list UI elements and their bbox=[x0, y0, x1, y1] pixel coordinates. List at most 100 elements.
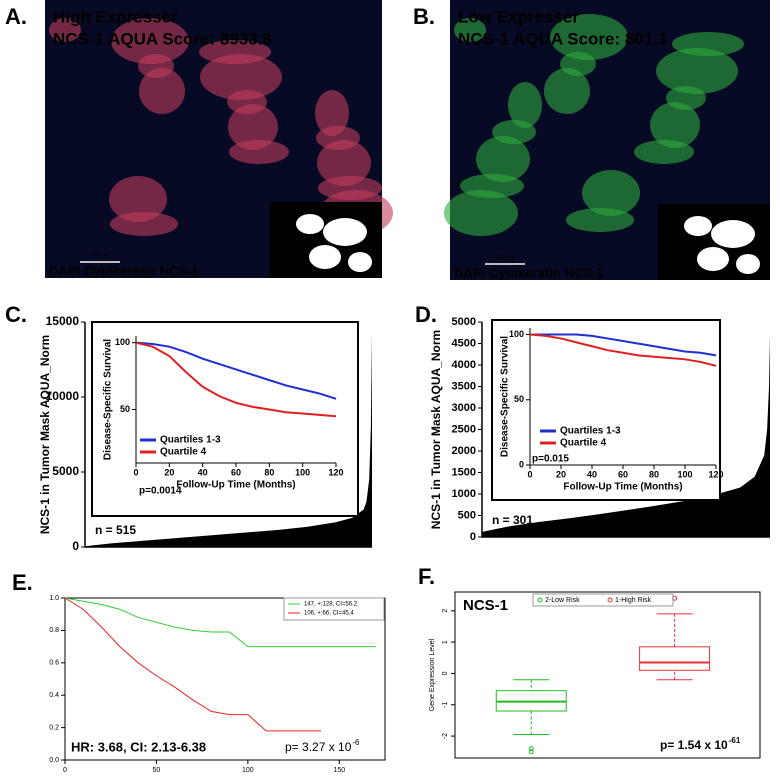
y-axis-label: Disease-Specific Survival bbox=[103, 339, 114, 460]
y-tick-label: 0 bbox=[470, 531, 476, 543]
legend-box bbox=[283, 597, 385, 621]
tissue-region bbox=[315, 90, 349, 136]
mask-blob bbox=[348, 252, 372, 272]
x-tick-label: 100 bbox=[295, 467, 310, 477]
legend-label: Quartile 4 bbox=[560, 438, 607, 449]
x-tick-label: 40 bbox=[198, 467, 208, 477]
y-tick-label: 2000 bbox=[452, 445, 476, 457]
survival-curve bbox=[135, 341, 337, 400]
y-tick-label: 2500 bbox=[452, 423, 476, 435]
scale-label: 100 um bbox=[90, 254, 110, 260]
tissue-region bbox=[139, 68, 185, 114]
legend-label: Quartiles 1-3 bbox=[560, 426, 621, 437]
mask-blob bbox=[684, 216, 712, 236]
hazard-ratio: HR: 3.68, CI: 2.13-6.38 bbox=[71, 739, 206, 754]
y-tick-label: 0.6 bbox=[49, 660, 59, 667]
panel-label: F. bbox=[418, 564, 435, 589]
stain-label: NCS-1 bbox=[160, 263, 199, 278]
tissue-region bbox=[508, 82, 542, 128]
x-tick-label: 20 bbox=[556, 469, 566, 479]
survival-curve bbox=[135, 341, 337, 418]
tissue-region bbox=[444, 190, 518, 236]
stain-label: NCS-1 bbox=[565, 265, 604, 280]
x-tick-label: 60 bbox=[618, 469, 628, 479]
x-tick-label: 100 bbox=[677, 469, 692, 479]
y-tick-label: 1500 bbox=[452, 466, 476, 478]
tissue-region bbox=[200, 54, 282, 100]
tissue-region bbox=[454, 18, 486, 42]
panel-label: C. bbox=[5, 302, 27, 327]
x-tick-label: 0 bbox=[527, 469, 532, 479]
y-axis-label: Disease-Specific Survival bbox=[500, 336, 511, 457]
tissue-region bbox=[550, 14, 628, 60]
mask-blob bbox=[323, 218, 367, 246]
tissue-region bbox=[656, 48, 738, 94]
p-exponent: -6 bbox=[352, 738, 360, 747]
tissue-region bbox=[476, 136, 530, 182]
legend-label: 1-High Risk bbox=[615, 597, 652, 604]
stain-label: Cytokeratin bbox=[84, 263, 156, 278]
y-tick-label: 15000 bbox=[46, 314, 80, 328]
x-axis-label: Follow-Up Time (Months) bbox=[563, 482, 682, 493]
sorted-values-area bbox=[482, 334, 770, 537]
plot-frame bbox=[454, 591, 761, 759]
y-tick-label: 100 bbox=[115, 337, 130, 347]
panel-title: NCS-1 AQUA Score: 8933.8 bbox=[53, 29, 272, 48]
tissue-region bbox=[582, 170, 640, 216]
y-tick-label: -2 bbox=[442, 733, 449, 739]
legend-marker bbox=[537, 597, 543, 603]
mask-blob bbox=[711, 220, 755, 248]
y-axis-label: NCS-1 in Tumor Mask AQUA_Norm bbox=[429, 330, 443, 529]
y-tick-label: 500 bbox=[458, 509, 476, 521]
stain-label: Cytokeratin bbox=[489, 265, 561, 280]
panel-title: High Expresser bbox=[53, 7, 178, 26]
tissue-region bbox=[199, 40, 271, 64]
legend-label: 106, +:66, CI=45.4 bbox=[304, 611, 354, 617]
survival-curve bbox=[529, 333, 717, 367]
box bbox=[639, 646, 711, 671]
tissue-region bbox=[49, 18, 81, 42]
tissue-region bbox=[544, 68, 590, 114]
axes bbox=[529, 328, 716, 466]
p-value: p= 3.27 x 10 bbox=[285, 740, 352, 754]
panel-label: A. bbox=[5, 4, 27, 29]
x-tick-label: 120 bbox=[328, 467, 343, 477]
tissue-region bbox=[672, 32, 744, 56]
panel-label: B. bbox=[413, 4, 435, 29]
y-tick-label: 4500 bbox=[452, 337, 476, 349]
y-tick-label: 1 bbox=[442, 640, 449, 644]
legend-label: Quartile 4 bbox=[160, 447, 207, 458]
tissue-region bbox=[111, 18, 189, 64]
tissue-region bbox=[650, 102, 700, 148]
tissue-region bbox=[228, 104, 278, 150]
y-tick-label: 50 bbox=[120, 404, 130, 414]
legend-label: 147, +:128, CI=56.2 bbox=[304, 602, 358, 608]
y-tick-label: 3500 bbox=[452, 380, 476, 392]
y-axis-label: Gene Expression Level bbox=[429, 638, 436, 711]
outlier bbox=[528, 749, 534, 755]
legend-label: Quartiles 1-3 bbox=[160, 435, 221, 446]
panel-title: Low Expresser bbox=[458, 7, 579, 26]
y-tick-label: 100 bbox=[509, 329, 524, 339]
y-tick-label: 0.0 bbox=[49, 757, 59, 764]
y-tick-label: 1000 bbox=[452, 488, 476, 500]
legend-marker bbox=[607, 597, 613, 603]
y-tick-label: -1 bbox=[442, 702, 449, 708]
mask-blob bbox=[736, 254, 760, 274]
y-tick-label: 5000 bbox=[452, 316, 476, 328]
x-tick-label: 0 bbox=[63, 767, 67, 774]
sorted-values-area bbox=[85, 332, 372, 547]
x-tick-label: 20 bbox=[164, 467, 174, 477]
x-tick-label: 80 bbox=[649, 469, 659, 479]
x-tick-label: 40 bbox=[587, 469, 597, 479]
tissue-region bbox=[317, 140, 371, 186]
y-tick-label: 0 bbox=[72, 539, 79, 553]
x-tick-label: 100 bbox=[242, 767, 254, 774]
mask-blob bbox=[296, 214, 324, 234]
x-tick-label: 50 bbox=[153, 767, 161, 774]
y-tick-label: 2 bbox=[442, 609, 449, 613]
survival-curve bbox=[530, 333, 717, 357]
p-exponent: -61 bbox=[729, 736, 741, 745]
x-tick-label: 150 bbox=[333, 767, 345, 774]
legend-box bbox=[532, 593, 674, 607]
